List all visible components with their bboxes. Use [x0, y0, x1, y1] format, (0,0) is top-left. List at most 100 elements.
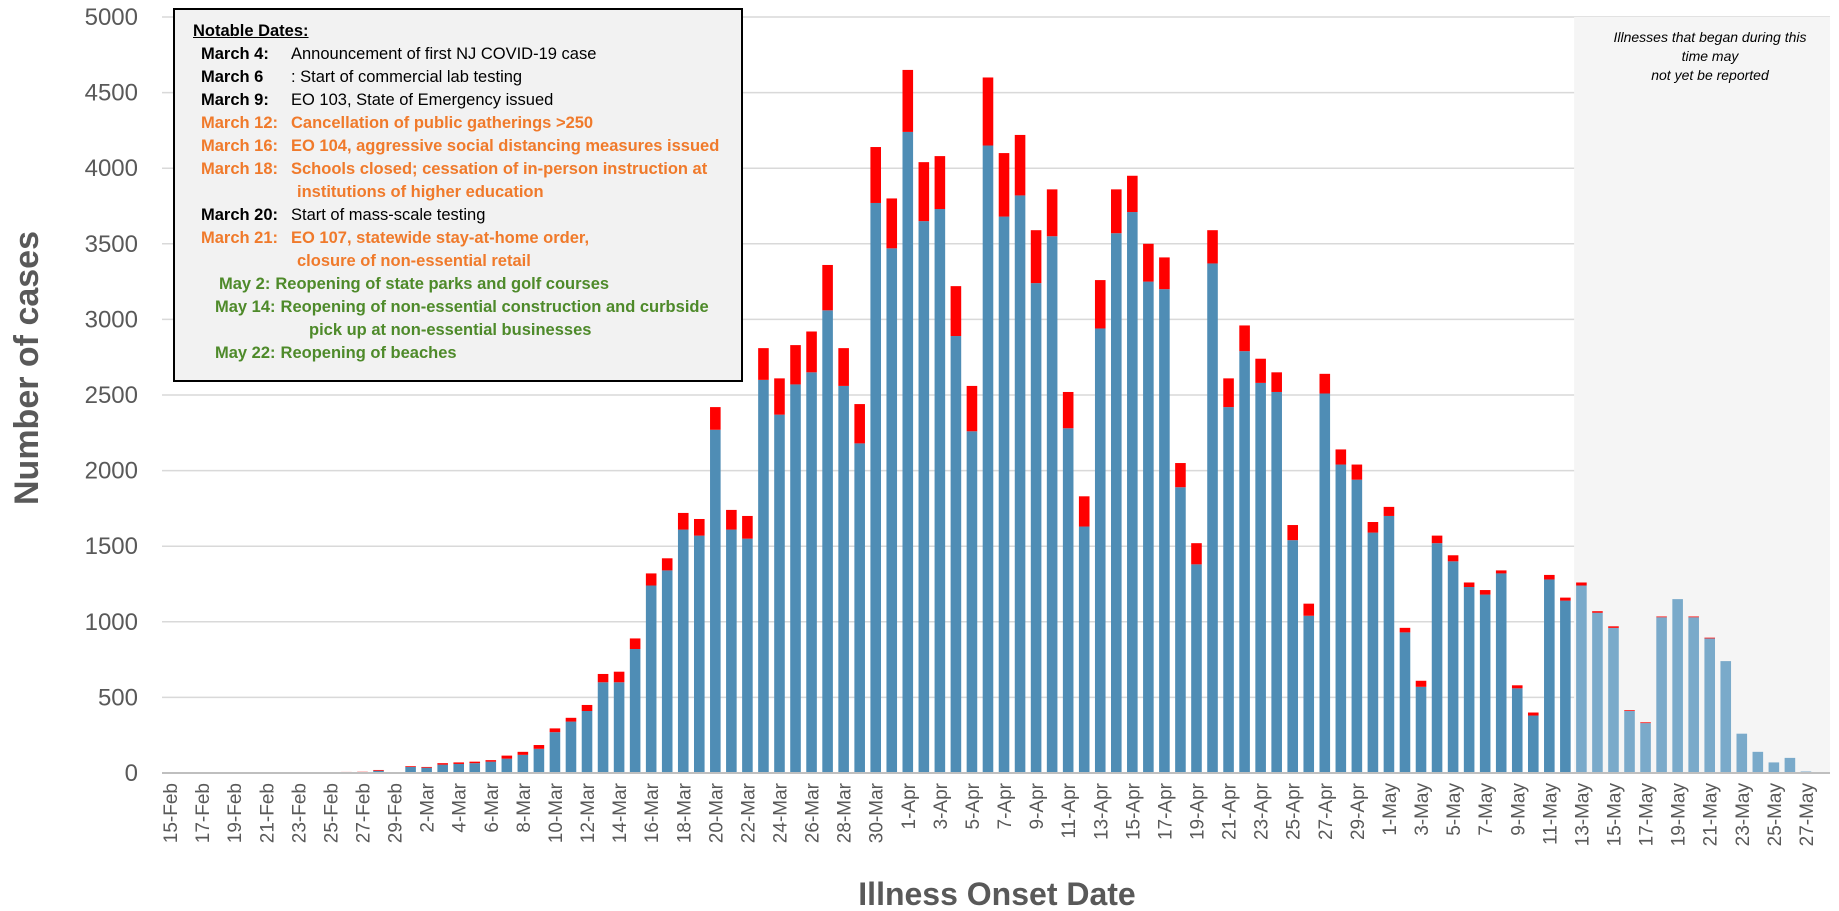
- bar-confirmed: [1239, 351, 1250, 773]
- notable-date-text: Cancellation of public gatherings >250: [291, 114, 594, 132]
- bar-additional: [1624, 710, 1635, 712]
- x-tick-label: 17-May: [1637, 783, 1658, 847]
- bar-confirmed: [758, 379, 769, 773]
- bar-additional: [854, 404, 865, 444]
- notable-date-entry: March 4: Announcement of first NJ COVID-1…: [193, 43, 741, 66]
- x-tick-label: 21-Feb: [257, 783, 278, 843]
- x-tick-label: 25-Feb: [321, 783, 342, 843]
- bar-additional: [597, 673, 609, 683]
- x-tick-label: 13-May: [1572, 783, 1593, 847]
- notable-date-label: March 12:: [201, 114, 279, 132]
- bar-additional: [1175, 463, 1186, 488]
- bar-confirmed: [854, 443, 865, 773]
- bar-confirmed: [1078, 526, 1090, 773]
- bar-additional: [1143, 243, 1154, 282]
- x-tick-label: 21-May: [1701, 783, 1722, 847]
- bar-additional: [565, 717, 577, 722]
- bar-additional: [710, 407, 721, 430]
- bar-confirmed: [1608, 627, 1619, 773]
- bar-confirmed: [1094, 328, 1106, 773]
- bar-confirmed: [1014, 195, 1026, 773]
- bar-additional: [1688, 616, 1699, 618]
- x-tick-label: 9-May: [1508, 783, 1529, 836]
- bar-additional: [790, 345, 801, 385]
- bar-confirmed: [774, 414, 785, 773]
- bar-confirmed: [710, 429, 721, 773]
- bar-confirmed: [1656, 617, 1667, 773]
- bar-additional: [1207, 230, 1218, 264]
- bar-additional: [613, 671, 625, 683]
- bar-additional: [453, 762, 465, 764]
- bar-confirmed: [1720, 661, 1732, 773]
- bar-confirmed: [1640, 723, 1651, 773]
- notable-date-text: Schools closed; cessation of in-person i…: [291, 160, 708, 178]
- x-tick-label: 19-Feb: [225, 783, 246, 843]
- bar-additional: [822, 264, 833, 311]
- bar-confirmed: [693, 535, 705, 773]
- y-tick-label: 0: [125, 760, 138, 787]
- bar-additional: [469, 761, 481, 764]
- notable-date-entry: March 18: Schools closed; cessation of in…: [193, 158, 741, 181]
- notable-date-entry: March 16: EO 104, aggressive social dista…: [193, 135, 741, 158]
- notable-date-continuation: pick up at non-essential businesses: [309, 321, 592, 339]
- bar-additional: [1447, 555, 1459, 562]
- bar-additional: [1271, 372, 1282, 392]
- notable-dates-box: Notable Dates: March 4: Announcement of f…: [173, 8, 743, 382]
- notable-date-label: March 21:: [201, 229, 279, 247]
- notable-date-continuation: closure of non-essential retail: [297, 252, 531, 270]
- x-tick-label: 29-Apr: [1348, 782, 1369, 840]
- bar-confirmed: [1479, 594, 1491, 773]
- x-tick-label: 17-Feb: [193, 783, 214, 843]
- bar-additional: [1303, 603, 1315, 616]
- bar-confirmed: [517, 754, 529, 773]
- bar-additional: [373, 769, 384, 771]
- bar-additional: [693, 518, 705, 536]
- bar-additional: [421, 766, 432, 768]
- notable-date-entry: March 9: EO 103, State of Emergency issue…: [193, 89, 741, 112]
- bar-confirmed: [661, 570, 673, 773]
- x-tick-label: 23-May: [1733, 783, 1754, 847]
- bar-confirmed: [982, 145, 994, 773]
- bar-additional: [1078, 496, 1090, 527]
- x-tick-label: 7-Apr: [995, 782, 1016, 829]
- unreported-note-line-2: time may: [1681, 48, 1739, 64]
- notable-date-entry: May 22: Reopening of beaches: [193, 342, 741, 365]
- bar-additional: [934, 156, 946, 210]
- bar-additional: [1046, 189, 1058, 237]
- bar-additional: [1479, 590, 1491, 595]
- bar-additional: [1704, 637, 1716, 639]
- bar-confirmed: [790, 384, 801, 773]
- bar-additional: [1367, 522, 1379, 533]
- x-tick-label: 3-Apr: [931, 782, 952, 829]
- bar-confirmed: [1351, 479, 1363, 773]
- bar-additional: [918, 162, 930, 222]
- bar-additional: [1576, 582, 1587, 586]
- bar-additional: [870, 147, 882, 203]
- bar-confirmed: [1191, 564, 1202, 773]
- bar-additional: [1223, 378, 1234, 408]
- bar-confirmed: [1431, 543, 1443, 773]
- bar-additional: [549, 728, 561, 733]
- bar-confirmed: [421, 767, 432, 773]
- x-tick-label: 23-Feb: [289, 783, 310, 843]
- bar-additional: [1287, 525, 1299, 541]
- bar-additional: [1127, 175, 1138, 213]
- bar-additional: [982, 77, 994, 146]
- bar-additional: [950, 286, 962, 337]
- bar-additional: [405, 766, 416, 767]
- bar-confirmed: [838, 385, 849, 773]
- bar-confirmed: [806, 372, 817, 773]
- bar-confirmed: [437, 764, 448, 773]
- bar-confirmed: [1303, 615, 1315, 773]
- x-tick-label: 2-Mar: [418, 782, 439, 832]
- bars: [228, 69, 1812, 774]
- bar-confirmed: [886, 248, 898, 773]
- notable-date-text: Announcement of first NJ COVID-19 case: [291, 45, 597, 63]
- notable-date-text: EO 104, aggressive social distancing mea…: [291, 137, 720, 155]
- notable-date-label: March 4:: [201, 45, 269, 63]
- bar-additional: [806, 331, 817, 373]
- notable-dates-list: March 4: Announcement of first NJ COVID-1…: [193, 43, 741, 365]
- x-tick-label: 26-Mar: [803, 782, 824, 843]
- bar-confirmed: [677, 529, 689, 773]
